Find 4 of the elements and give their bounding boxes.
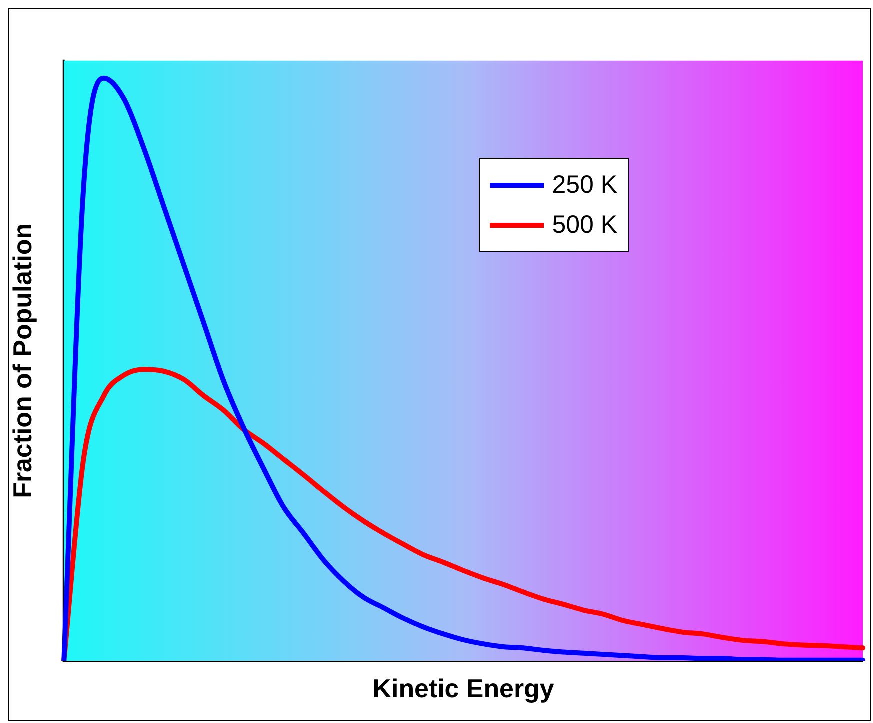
legend-label: 250 K [552, 170, 618, 200]
y-axis-title: Fraction of Population [10, 223, 38, 498]
legend-label: 500 K [552, 210, 618, 240]
x-axis-title: Kinetic Energy [372, 676, 555, 704]
